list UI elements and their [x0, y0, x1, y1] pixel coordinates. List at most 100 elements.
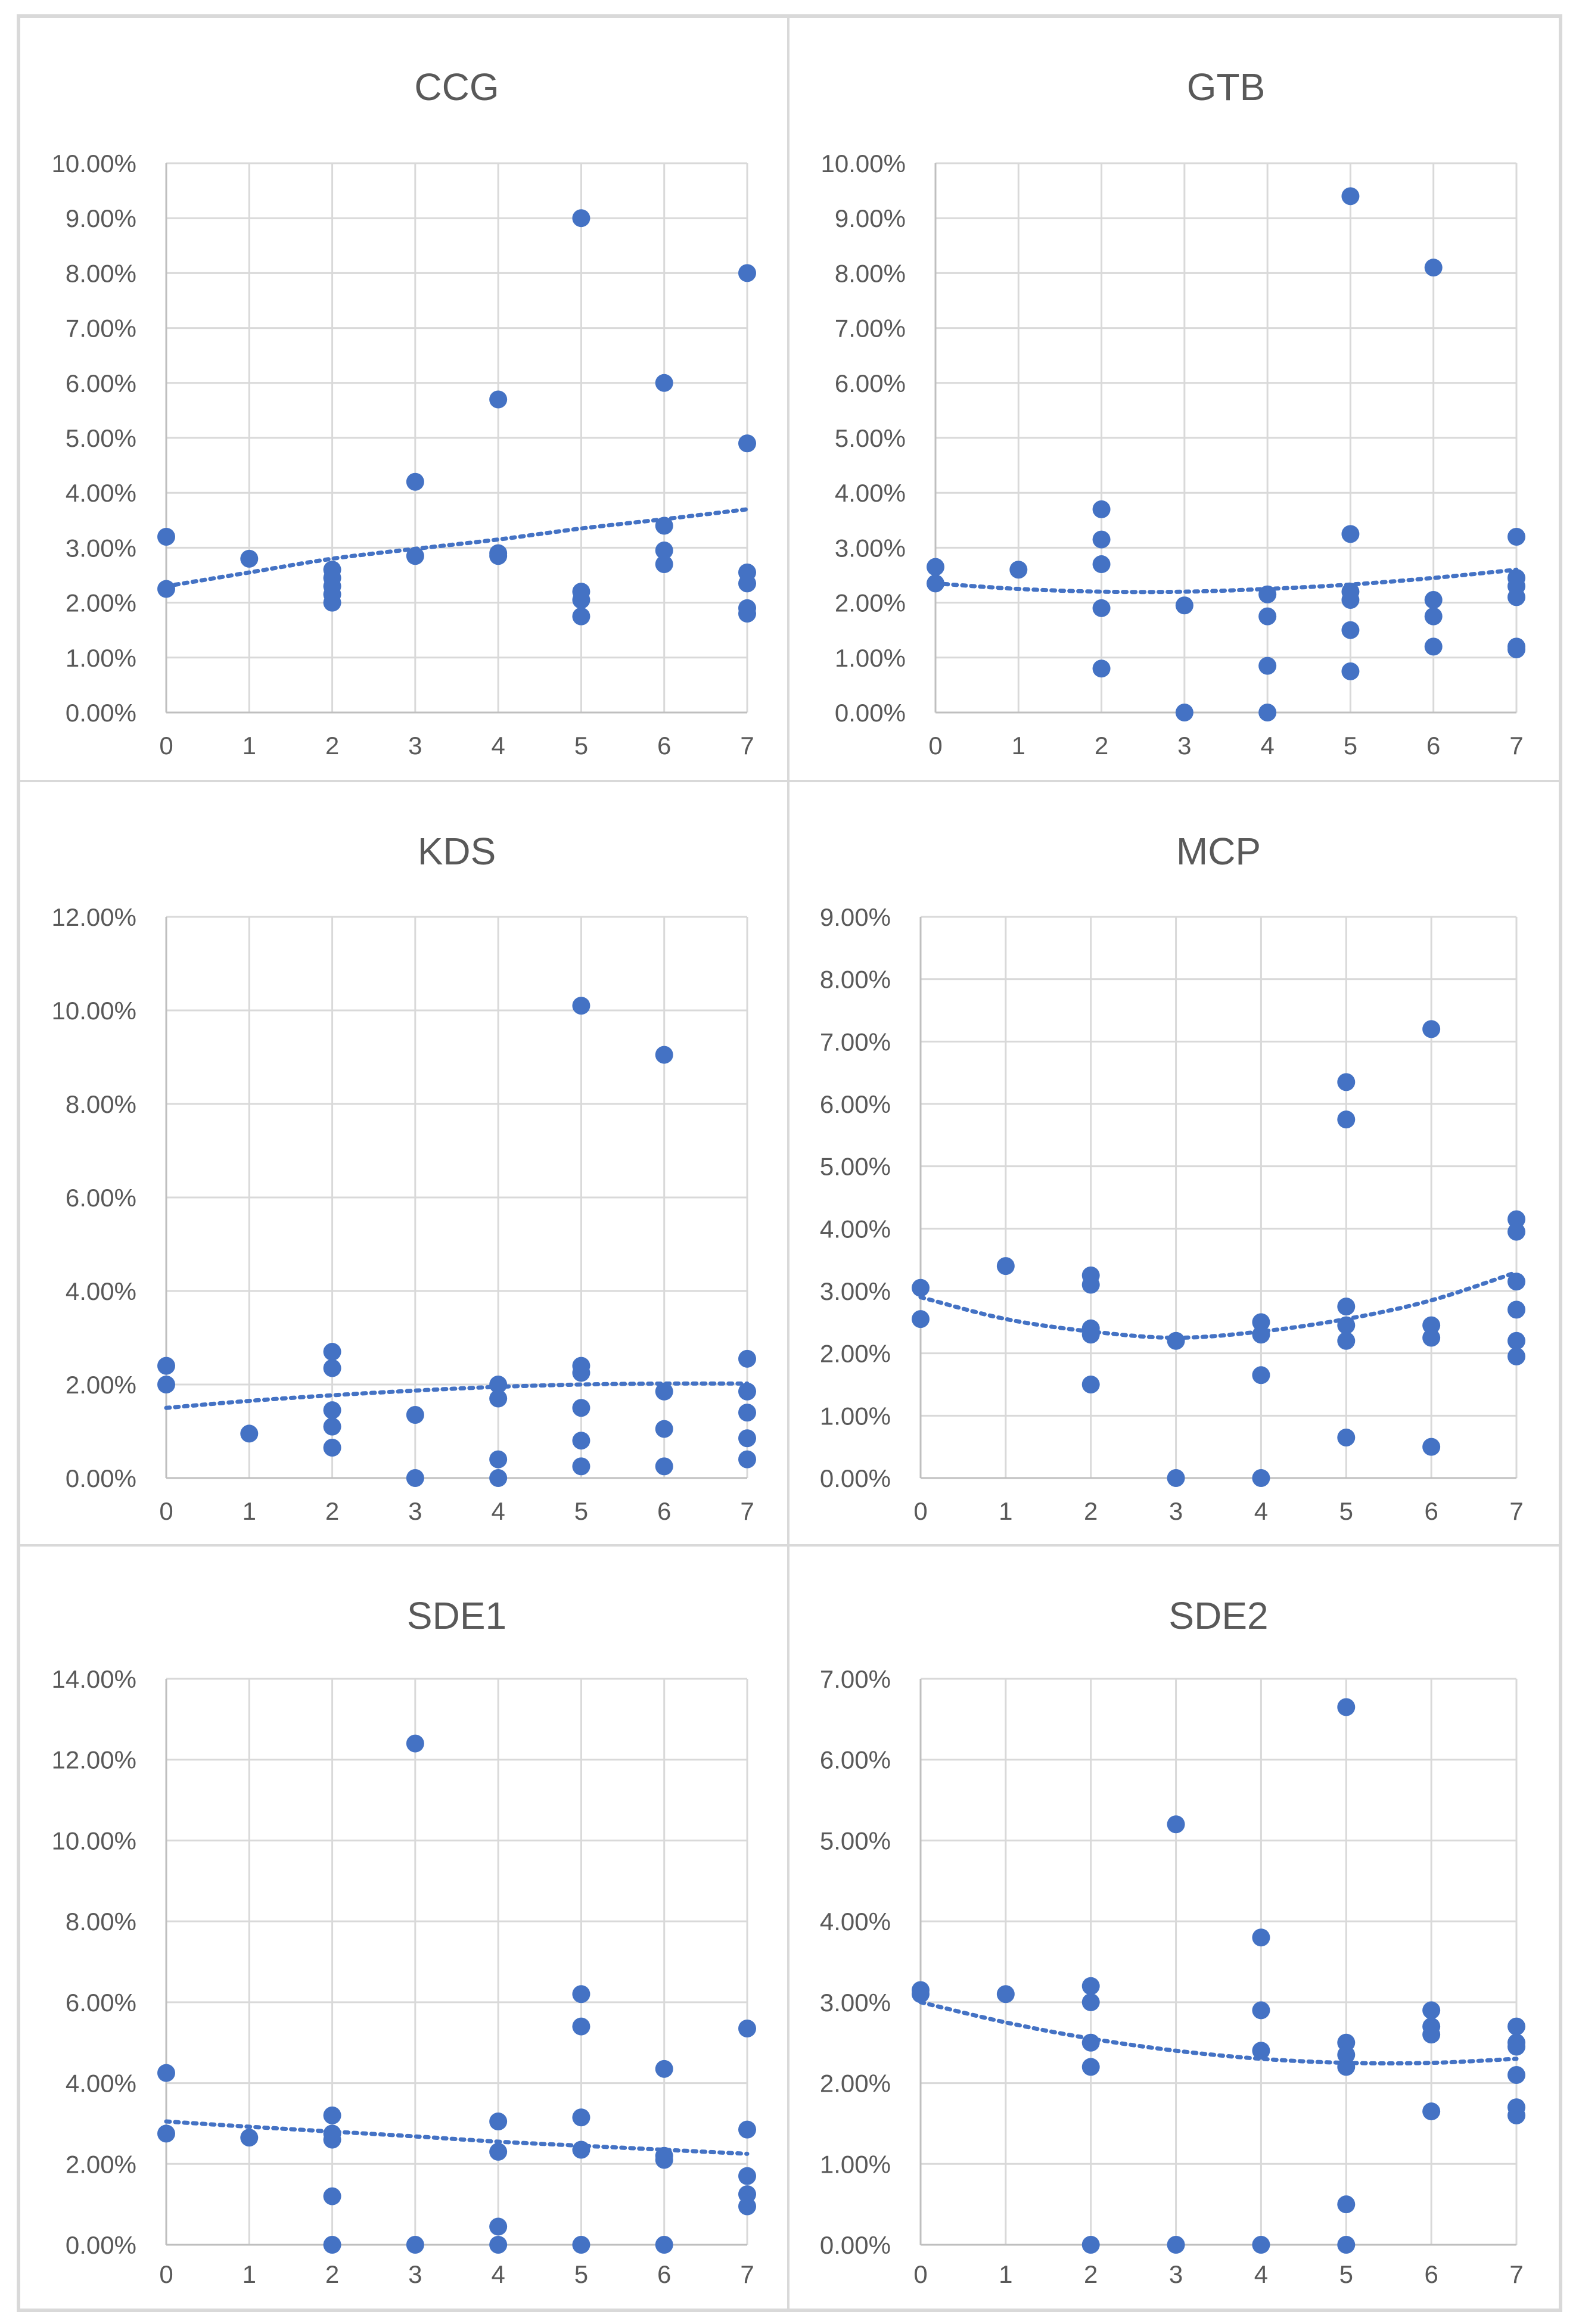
chart-title: GTB	[1187, 66, 1266, 108]
panel-frame	[787, 780, 1561, 1547]
data-point	[1252, 1469, 1270, 1487]
x-tick-label: 1	[999, 2260, 1012, 2288]
data-point	[323, 2130, 341, 2149]
data-point	[1081, 1993, 1100, 2011]
y-tick-label: 4.00%	[66, 2070, 136, 2098]
y-tick-label: 1.00%	[820, 2150, 891, 2178]
data-point	[1167, 1815, 1185, 1834]
data-point	[1337, 1316, 1356, 1334]
data-point	[1252, 2042, 1270, 2060]
trendline	[918, 2000, 1519, 2065]
x-tick-label: 5	[574, 2260, 588, 2288]
data-point	[572, 607, 590, 626]
data-point	[738, 264, 756, 282]
data-point	[1252, 1326, 1270, 1344]
data-point	[572, 997, 590, 1015]
y-tick-label: 7.00%	[820, 1028, 891, 1056]
y-tick-label: 2.00%	[66, 2150, 136, 2178]
data-point	[572, 1457, 590, 1476]
data-point	[655, 2151, 673, 2169]
data-point	[406, 547, 424, 565]
data-point	[738, 2120, 756, 2139]
y-tick-label: 7.00%	[835, 315, 906, 343]
x-tick-label: 1	[243, 732, 256, 760]
data-point	[1258, 704, 1277, 721]
x-tick-label: 4	[491, 2260, 505, 2288]
data-point	[1507, 1347, 1525, 1365]
data-point	[996, 1257, 1015, 1275]
x-tick-label: 6	[1426, 732, 1440, 760]
x-tick-label: 0	[159, 2260, 173, 2288]
data-point	[1081, 1376, 1100, 1393]
data-point	[323, 2106, 341, 2124]
data-point	[406, 1469, 424, 1487]
data-point	[157, 2124, 175, 2143]
data-point	[1081, 1275, 1100, 1294]
y-tick-label: 8.00%	[66, 1090, 136, 1118]
data-point	[1507, 640, 1525, 658]
data-point	[572, 2108, 590, 2127]
x-tick-label: 5	[1339, 1497, 1353, 1525]
y-tick-label: 10.00%	[52, 150, 136, 178]
data-point	[1009, 561, 1028, 579]
data-point	[1337, 2195, 1356, 2214]
x-tick-label: 3	[408, 1497, 422, 1525]
y-tick-label: 0.00%	[820, 1464, 891, 1492]
data-point	[572, 209, 590, 228]
data-point	[1337, 1428, 1356, 1446]
x-tick-label: 0	[928, 732, 942, 760]
y-tick-label: 1.00%	[835, 644, 906, 672]
x-tick-label: 3	[408, 2260, 422, 2288]
chart-title: SDE2	[1168, 1594, 1268, 1637]
data-point	[912, 1278, 930, 1297]
y-tick-label: 0.00%	[66, 699, 136, 727]
data-point	[738, 605, 756, 623]
trendline	[164, 507, 750, 589]
data-point	[1341, 621, 1360, 639]
y-tick-label: 2.00%	[66, 589, 136, 617]
x-tick-label: 0	[913, 1497, 927, 1525]
chart-panel-ccg: CCG 0.00% 1.00% 2.00% 3.00% 4.00% 5.00% 6.00% 7.…	[18, 15, 790, 782]
data-point	[1252, 2001, 1270, 2020]
y-tick-label: 4.00%	[66, 479, 136, 507]
data-point	[1092, 659, 1111, 678]
y-tick-label: 3.00%	[835, 534, 906, 562]
data-point	[738, 2019, 756, 2037]
y-tick-label: 6.00%	[66, 369, 136, 397]
chart-panel-sde2: SDE2 0.00% 1.00% 2.00% 3.00% 4.00% 5.00% 6.00% 7…	[787, 1544, 1561, 2311]
data-point	[1507, 527, 1525, 546]
data-point	[489, 1469, 508, 1487]
x-tick-label: 7	[740, 732, 754, 760]
y-tick-label: 6.00%	[835, 369, 906, 397]
data-point	[406, 1734, 424, 1753]
panel-frame	[18, 780, 790, 1547]
y-tick-label: 9.00%	[835, 204, 906, 232]
data-point	[1507, 2017, 1525, 2036]
trendline	[164, 1381, 750, 1410]
y-tick-label: 5.00%	[820, 1827, 891, 1855]
data-point	[1252, 1366, 1270, 1385]
data-point	[1092, 555, 1111, 574]
data-point	[489, 1389, 508, 1408]
data-point	[572, 2017, 590, 2036]
data-point	[927, 574, 944, 593]
data-point	[157, 580, 175, 598]
data-point	[240, 2129, 259, 2147]
data-point	[1337, 2236, 1356, 2254]
data-point	[1507, 1331, 1525, 1350]
data-point	[1081, 1977, 1100, 1995]
data-point	[738, 1404, 756, 1422]
data-point	[240, 1424, 259, 1443]
data-point	[1507, 2106, 1525, 2124]
data-point	[323, 1343, 341, 1361]
data-point	[655, 2059, 673, 2078]
chart-title: MCP	[1176, 830, 1261, 873]
data-point	[1337, 1110, 1356, 1129]
data-point	[1422, 1020, 1441, 1038]
x-tick-label: 5	[574, 1497, 588, 1525]
data-point	[1081, 2058, 1100, 2076]
data-point	[489, 2236, 508, 2254]
data-point	[1424, 607, 1443, 626]
y-tick-label: 6.00%	[66, 1989, 136, 2017]
